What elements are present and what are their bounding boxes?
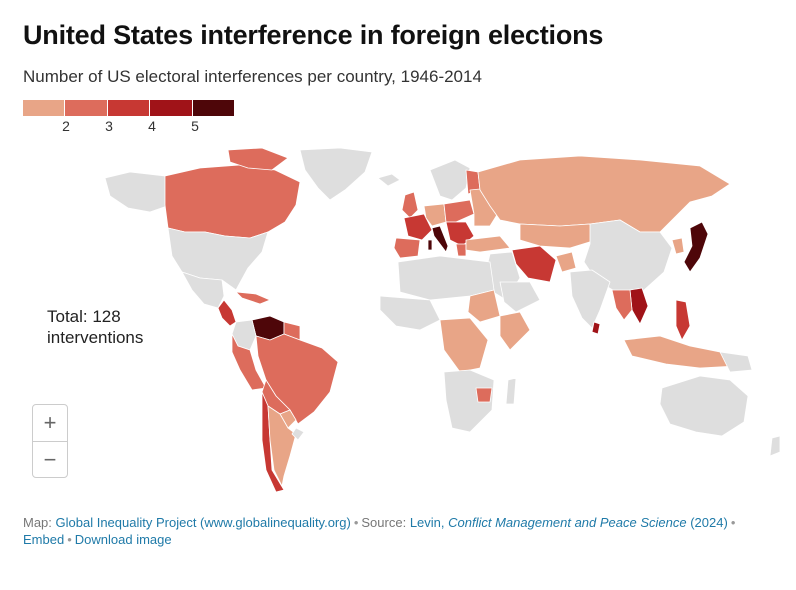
country-laos-vietnam[interactable] xyxy=(629,287,649,325)
separator-dot: • xyxy=(67,532,72,547)
legend-swatch-5 xyxy=(192,100,235,116)
country-central-europe[interactable] xyxy=(443,199,475,223)
world-map[interactable] xyxy=(0,140,796,500)
country-zimbabwe[interactable] xyxy=(475,387,493,403)
source-author: Levin, xyxy=(409,515,449,530)
country-thailand-myanmar[interactable] xyxy=(611,289,633,321)
country-southern-africa[interactable] xyxy=(443,369,495,433)
country-madagascar[interactable] xyxy=(505,377,517,405)
source-label: Source: xyxy=(361,515,410,530)
page-title: United States interference in foreign el… xyxy=(23,20,604,50)
legend-swatch-2 xyxy=(65,100,107,116)
country-greenland[interactable] xyxy=(299,147,373,201)
country-japan[interactable] xyxy=(683,221,709,273)
download-image-link[interactable]: Download image xyxy=(74,532,172,547)
country-australia[interactable] xyxy=(659,375,749,437)
country-east-africa[interactable] xyxy=(499,311,531,351)
separator-dot: • xyxy=(730,515,736,530)
country-central-africa[interactable] xyxy=(439,317,489,373)
country-iceland[interactable] xyxy=(377,173,401,187)
country-korea[interactable] xyxy=(671,237,685,255)
country-alaska[interactable] xyxy=(104,171,171,213)
color-legend: 2 3 4 5 xyxy=(23,100,235,136)
legend-swatches xyxy=(23,100,235,116)
embed-link[interactable]: Embed xyxy=(23,532,65,547)
total-line-2: interventions xyxy=(47,328,144,347)
country-russia[interactable] xyxy=(477,155,731,233)
legend-tick: 5 xyxy=(191,118,199,134)
country-arabian-peninsula[interactable] xyxy=(499,281,541,313)
country-scandinavia[interactable] xyxy=(429,159,471,201)
page-subtitle: Number of US electoral interferences per… xyxy=(23,67,482,86)
country-argentina[interactable] xyxy=(267,405,297,487)
legend-swatch-4 xyxy=(150,100,192,116)
country-canada-islands[interactable] xyxy=(227,147,289,171)
legend-tick: 2 xyxy=(62,118,70,134)
country-france[interactable] xyxy=(403,213,433,241)
country-philippines[interactable] xyxy=(675,299,691,341)
country-central-america[interactable] xyxy=(217,299,237,327)
legend-tick: 3 xyxy=(105,118,113,134)
country-sri-lanka[interactable] xyxy=(591,321,601,335)
country-cuba-caribbean[interactable] xyxy=(235,291,271,305)
country-germany-benelux[interactable] xyxy=(423,203,447,227)
zoom-control: + − xyxy=(32,404,68,478)
legend-swatch-1 xyxy=(23,100,65,116)
country-canada[interactable] xyxy=(164,164,301,239)
source-year: (2024) xyxy=(686,515,728,530)
total-line-1: Total: 128 xyxy=(47,307,121,326)
country-afghanistan[interactable] xyxy=(555,251,577,273)
legend-tick: 4 xyxy=(148,118,156,134)
map-credit-link[interactable]: Global Inequality Project (www.globaline… xyxy=(55,515,351,530)
legend-swatch-3 xyxy=(107,100,150,116)
country-iberia[interactable] xyxy=(393,237,421,259)
separator-dot: • xyxy=(353,515,359,530)
map-credit-label: Map: xyxy=(23,515,56,530)
country-greece[interactable] xyxy=(455,243,467,257)
country-png[interactable] xyxy=(719,351,753,373)
country-sudan[interactable] xyxy=(467,289,501,323)
source-journal: Conflict Management and Peace Science xyxy=(448,515,687,530)
legend-ticks: 2 3 4 5 xyxy=(23,118,235,136)
country-mexico[interactable] xyxy=(181,271,225,309)
source-link[interactable]: Levin, Conflict Management and Peace Sci… xyxy=(410,515,728,530)
country-turkey[interactable] xyxy=(465,235,511,253)
country-india[interactable] xyxy=(569,269,611,329)
country-italy[interactable] xyxy=(431,225,449,253)
country-central-asia[interactable] xyxy=(519,223,597,249)
country-indonesia-malaysia[interactable] xyxy=(623,335,737,369)
footer: Map: Global Inequality Project (www.glob… xyxy=(23,514,783,548)
country-new-zealand[interactable] xyxy=(769,435,781,457)
total-interventions: Total: 128 interventions xyxy=(47,306,187,348)
country-uruguay[interactable] xyxy=(291,427,305,441)
country-uk-ireland[interactable] xyxy=(401,191,419,219)
country-west-africa[interactable] xyxy=(379,295,441,331)
country-sardinia[interactable] xyxy=(427,239,433,251)
zoom-in-button[interactable]: + xyxy=(43,410,57,435)
zoom-out-button[interactable]: − xyxy=(33,441,67,477)
country-china[interactable] xyxy=(583,219,673,293)
